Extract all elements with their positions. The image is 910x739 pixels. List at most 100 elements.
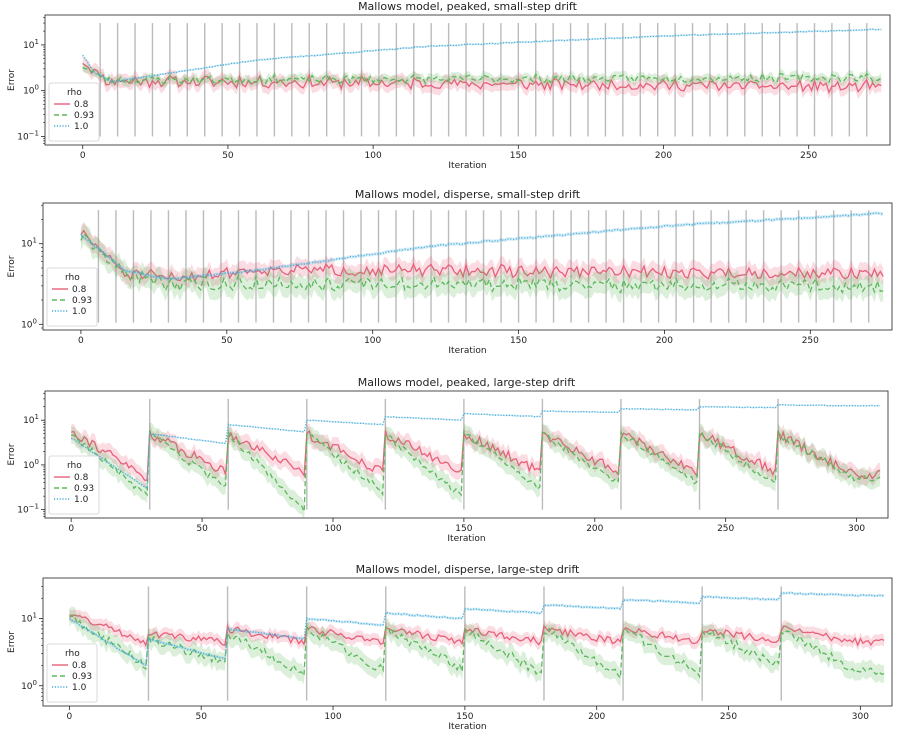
legend-label-0.8: 0.8 xyxy=(72,661,87,671)
x-tick-label: 0 xyxy=(68,524,74,534)
legend-label-1.0: 1.0 xyxy=(74,122,89,132)
series-line-0.93 xyxy=(68,614,885,680)
y-axis-label: Error xyxy=(7,631,17,653)
legend-title: rho xyxy=(65,273,80,283)
x-tick-label: 50 xyxy=(195,712,207,722)
y-tick-label: 101 xyxy=(23,413,39,426)
x-tick-label: 150 xyxy=(510,336,527,346)
legend-label-0.93: 0.93 xyxy=(72,296,92,306)
y-axis-label: Error xyxy=(7,443,17,465)
y-tick-label: 10−1 xyxy=(17,503,39,516)
y-axis-label: Error xyxy=(7,255,17,277)
y-tick-label: 101 xyxy=(23,38,39,51)
axes-frame xyxy=(42,202,893,331)
x-axis-label: Iteration xyxy=(447,534,485,544)
legend: rho 0.80.931.0 xyxy=(46,643,98,703)
confidence-band-0.93 xyxy=(82,63,882,88)
legend-box xyxy=(46,643,98,703)
legend: rho 0.80.931.0 xyxy=(48,455,100,515)
confidence-band-1.0 xyxy=(69,591,885,667)
legend-box xyxy=(48,82,100,142)
series-line-0.8 xyxy=(82,62,882,95)
axes-frame xyxy=(44,14,891,146)
x-tick-label: 100 xyxy=(365,151,382,161)
plot-area xyxy=(68,586,885,701)
x-tick-label: 0 xyxy=(78,336,84,346)
legend: rho 0.80.931.0 xyxy=(46,267,98,327)
series-line-1.0 xyxy=(70,403,881,490)
x-tick-label: 200 xyxy=(655,151,672,161)
axes-frame xyxy=(42,577,893,707)
legend: rho 0.80.931.0 xyxy=(48,82,100,142)
legend-box xyxy=(46,267,98,327)
legend-label-1.0: 1.0 xyxy=(74,495,89,505)
x-tick-label: 250 xyxy=(717,524,734,534)
x-tick-label: 0 xyxy=(80,151,86,161)
x-tick-label: 200 xyxy=(586,524,603,534)
confidence-band-0.93 xyxy=(69,606,885,687)
x-tick-label: 300 xyxy=(848,524,865,534)
x-tick-label: 50 xyxy=(222,151,234,161)
x-tick-label: 100 xyxy=(324,712,341,722)
series-line-1.0 xyxy=(80,212,884,280)
y-tick-label: 10−1 xyxy=(17,129,39,142)
x-axis-label: Iteration xyxy=(448,346,486,356)
legend-label-0.8: 0.8 xyxy=(74,473,89,483)
chart-panel-1: Mallows model, peaked, small-step drift 0… xyxy=(7,0,891,171)
legend-label-0.93: 0.93 xyxy=(74,484,94,494)
y-axis-label: Error xyxy=(7,69,17,91)
chart-title: Mallows model, peaked, large-step drift xyxy=(358,376,576,389)
x-tick-label: 150 xyxy=(510,151,527,161)
legend-box xyxy=(48,455,100,515)
y-tick-label: 100 xyxy=(21,679,37,692)
series-line-0.93 xyxy=(82,66,882,85)
x-tick-label: 150 xyxy=(455,524,472,534)
chart-panel-2: Mallows model, disperse, small-step drif… xyxy=(7,188,893,356)
series-line-0.8 xyxy=(80,229,884,283)
x-axis-label: Iteration xyxy=(448,161,486,171)
x-tick-label: 50 xyxy=(196,524,208,534)
x-tick-label: 200 xyxy=(588,712,605,722)
plot-area xyxy=(80,210,884,323)
chart-panel-4: Mallows model, disperse, large-step drif… xyxy=(7,563,893,732)
plot-area xyxy=(70,398,881,518)
y-tick-label: 100 xyxy=(23,84,39,97)
legend-label-0.8: 0.8 xyxy=(74,100,89,110)
x-tick-label: 250 xyxy=(720,712,737,722)
x-tick-label: 150 xyxy=(456,712,473,722)
confidence-band-0.93 xyxy=(71,422,881,518)
legend-label-0.8: 0.8 xyxy=(72,285,87,295)
y-tick-label: 101 xyxy=(21,237,37,250)
chart-title: Mallows model, disperse, large-step drif… xyxy=(356,563,580,576)
legend-title: rho xyxy=(67,461,82,471)
x-tick-label: 100 xyxy=(364,336,381,346)
chart-panel-3: Mallows model, peaked, large-step drift 0… xyxy=(7,376,889,544)
confidence-band-0.8 xyxy=(71,422,881,488)
chart-title: Mallows model, disperse, small-step drif… xyxy=(355,188,581,201)
x-tick-label: 250 xyxy=(800,151,817,161)
series-line-1.0 xyxy=(69,592,885,667)
series-line-0.93 xyxy=(71,429,881,512)
legend-label-1.0: 1.0 xyxy=(72,307,87,317)
legend-title: rho xyxy=(65,649,80,659)
confidence-band-1.0 xyxy=(80,211,884,281)
series-line-0.8 xyxy=(69,614,885,648)
x-tick-label: 50 xyxy=(221,336,233,346)
legend-label-0.93: 0.93 xyxy=(72,672,92,682)
series-line-0.93 xyxy=(80,232,884,295)
legend-title: rho xyxy=(67,88,82,98)
x-tick-label: 200 xyxy=(656,336,673,346)
legend-label-1.0: 1.0 xyxy=(72,683,87,693)
chart-title: Mallows model, peaked, small-step drift xyxy=(358,0,578,13)
x-tick-label: 100 xyxy=(324,524,341,534)
y-tick-label: 101 xyxy=(21,611,37,624)
y-tick-label: 100 xyxy=(21,317,37,330)
series-line-1.0 xyxy=(82,28,882,83)
x-tick-label: 0 xyxy=(66,712,72,722)
confidence-band-0.8 xyxy=(82,56,882,100)
plot-area xyxy=(82,23,882,137)
x-tick-label: 300 xyxy=(852,712,869,722)
legend-label-0.93: 0.93 xyxy=(74,111,94,121)
y-tick-label: 100 xyxy=(23,458,39,471)
